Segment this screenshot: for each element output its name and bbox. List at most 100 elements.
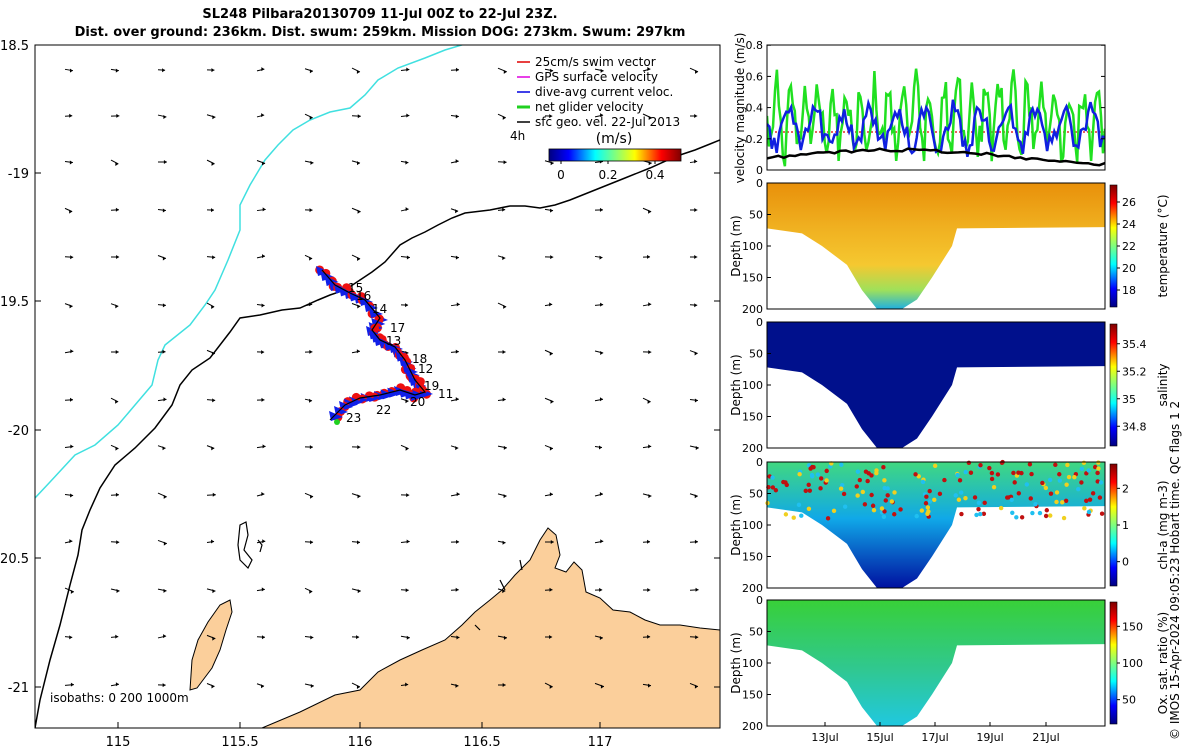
geo-velocity-arrowhead bbox=[116, 540, 120, 545]
geo-velocity-arrowhead bbox=[405, 160, 409, 165]
chla-sample-dot bbox=[953, 493, 958, 498]
day-label: 12 bbox=[418, 362, 433, 376]
geo-velocity-arrowhead bbox=[455, 587, 459, 592]
geo-velocity-arrowhead bbox=[502, 397, 506, 402]
geo-velocity-arrowhead bbox=[70, 255, 74, 260]
geo-velocity-arrowhead bbox=[406, 255, 410, 260]
velocity-ytick-label: 0.8 bbox=[746, 39, 764, 52]
depth-axis-label: Depth (m) bbox=[729, 632, 743, 693]
chla-sample-dot bbox=[885, 493, 890, 498]
depth-tick-label: 150 bbox=[742, 411, 763, 424]
geo-velocity-arrowhead bbox=[455, 159, 459, 164]
chla-sample-dot bbox=[1086, 468, 1091, 473]
depth-tick-label: 0 bbox=[756, 456, 763, 469]
geo-velocity-arrowhead bbox=[309, 398, 313, 403]
geo-velocity-arrowhead bbox=[406, 113, 410, 118]
geo-velocity-arrowhead bbox=[261, 492, 265, 497]
chla-sample-dot bbox=[855, 469, 861, 474]
geo-velocity-arrowhead bbox=[69, 539, 73, 544]
geo-velocity-arrowhead bbox=[455, 114, 459, 119]
day-label: 16 bbox=[356, 289, 371, 303]
chla-sample-dot bbox=[1063, 498, 1069, 503]
isobath-1000m bbox=[35, 45, 465, 499]
geo-velocity-arrowhead bbox=[309, 69, 313, 74]
velocity-panel: 0 0.2 0.4 0.6 0.8 velocity magnitude (m/s) bbox=[733, 33, 1106, 183]
depth-tick-label: 0 bbox=[756, 177, 763, 190]
chla-sample-dot bbox=[838, 486, 844, 491]
chla-sample-dot bbox=[968, 470, 974, 475]
chla-sample-dot bbox=[972, 495, 978, 500]
velocity-ytick-label: 0.6 bbox=[746, 70, 764, 83]
geo-velocity-arrowhead bbox=[309, 256, 313, 261]
geo-velocity-arrowhead bbox=[549, 684, 553, 689]
chla-sample-dot bbox=[991, 484, 997, 490]
geo-velocity-arrowhead bbox=[503, 304, 507, 309]
chla-sample-dot bbox=[879, 506, 885, 511]
section-salinity-cbar-label: salinity bbox=[1156, 363, 1170, 406]
chla-sample-dot bbox=[806, 506, 812, 512]
geo-velocity-arrowhead bbox=[310, 160, 314, 165]
depth-tick-label: 150 bbox=[742, 272, 763, 285]
chla-sample-dot bbox=[1012, 480, 1017, 485]
chla-sample-dot bbox=[1079, 480, 1084, 485]
chla-sample-dot bbox=[999, 460, 1005, 465]
depth-tick-label: 200 bbox=[742, 442, 763, 455]
chla-sample-dot bbox=[1028, 496, 1033, 501]
geo-velocity-arrowhead bbox=[502, 683, 506, 688]
geo-velocity-arrowhead bbox=[503, 445, 507, 450]
depth-tick-label: 200 bbox=[742, 303, 763, 316]
geo-velocity-arrowhead bbox=[357, 445, 361, 450]
geo-velocity-arrowhead bbox=[163, 494, 167, 499]
chla-sample-dot bbox=[824, 478, 829, 483]
geo-velocity-arrowhead bbox=[647, 683, 651, 688]
geo-velocity-arrowhead bbox=[694, 207, 698, 212]
chla-sample-dot bbox=[773, 488, 779, 493]
chla-sample-dot bbox=[854, 484, 859, 489]
day-label: 17 bbox=[390, 321, 405, 335]
geo-velocity-arrowhead bbox=[647, 587, 651, 592]
chla-sample-dot bbox=[927, 488, 932, 494]
geo-velocity-arrowhead bbox=[69, 113, 73, 118]
section-oxygen-field bbox=[767, 600, 1105, 726]
chla-sample-dot bbox=[1065, 462, 1070, 468]
depth-axis-label: Depth (m) bbox=[729, 354, 743, 415]
chla-sample-dot bbox=[1009, 497, 1014, 503]
geo-velocity-arrowhead bbox=[357, 540, 361, 545]
chla-sample-dot bbox=[1054, 499, 1059, 505]
chla-sample-dot bbox=[865, 478, 870, 484]
geo-velocity-arrowhead bbox=[357, 589, 361, 594]
geostrophic-velocity-arrows bbox=[64, 67, 699, 689]
chla-sample-dot bbox=[770, 475, 775, 480]
colorbar-tick-label: 2 bbox=[1122, 482, 1129, 495]
geo-velocity-arrowhead bbox=[600, 539, 604, 544]
geo-velocity-arrowhead bbox=[211, 446, 215, 451]
sfc-geo-velocity-series bbox=[767, 147, 1105, 167]
chla-sample-dot bbox=[860, 489, 866, 495]
geo-velocity-arrowhead bbox=[261, 684, 265, 689]
chla-sample-dot bbox=[1010, 510, 1015, 515]
geo-velocity-arrowhead bbox=[599, 397, 603, 402]
geo-velocity-arrowhead bbox=[549, 351, 553, 356]
chla-sample-dot bbox=[1019, 515, 1025, 520]
chla-sample-dot bbox=[987, 465, 992, 471]
land-island-small bbox=[237, 521, 523, 631]
geo-velocity-arrowhead bbox=[599, 255, 603, 260]
chla-sample-dot bbox=[963, 495, 968, 501]
geo-velocity-arrowhead bbox=[69, 160, 73, 165]
geo-velocity-arrowhead bbox=[694, 398, 698, 403]
geo-velocity-arrowhead bbox=[648, 302, 652, 307]
depth-tick-label: 100 bbox=[742, 379, 763, 392]
chla-sample-dot bbox=[982, 500, 987, 506]
chla-sample-dot bbox=[959, 511, 964, 517]
colorbar-tick-label: 35.2 bbox=[1122, 365, 1147, 378]
chla-sample-dot bbox=[1040, 480, 1045, 486]
depth-axis-label: Depth (m) bbox=[729, 494, 743, 555]
chla-sample-dot bbox=[1047, 477, 1053, 483]
geo-velocity-arrowhead bbox=[309, 349, 313, 354]
geo-velocity-arrowhead bbox=[69, 635, 73, 640]
geo-velocity-arrowhead bbox=[310, 494, 314, 499]
geo-velocity-arrowhead bbox=[600, 113, 604, 118]
geo-velocity-arrowhead bbox=[550, 399, 554, 404]
